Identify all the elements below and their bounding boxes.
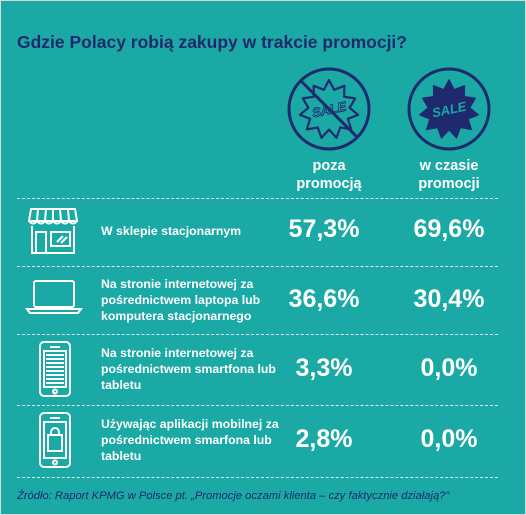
value-poza-promocja: 2,8%	[295, 425, 353, 453]
smartphone-icon	[39, 341, 71, 397]
value-poza-promocja: 57,3%	[288, 215, 360, 243]
row-label: Używając aplikacji mobilnej za pośrednic…	[101, 417, 279, 463]
row-label: Na stronie internetowej za pośrednictwem…	[101, 346, 276, 392]
page-title: Gdzie Polacy robią zakupy w trakcie prom…	[17, 32, 407, 52]
value-w-czasie-promocji: 30,4%	[413, 285, 485, 313]
column-header: w czasie promocji	[394, 157, 504, 193]
sale-badge-icon: SALE	[407, 67, 491, 151]
column-header: poza promocją	[274, 157, 384, 193]
separator-line	[17, 477, 498, 478]
row-label: Na stronie internetowej za pośrednictwem…	[101, 277, 261, 323]
value-poza-promocja: 36,6%	[288, 285, 360, 313]
laptop-icon	[25, 280, 83, 314]
column-header-line: promocją	[296, 176, 362, 192]
column-header-line: w czasie	[419, 158, 479, 174]
no-sale-badge-icon: SALE	[287, 67, 371, 151]
value-poza-promocja: 3,3%	[295, 354, 353, 382]
value-w-czasie-promocji: 0,0%	[420, 354, 478, 382]
separator-line	[17, 405, 498, 406]
source-note: Źródło: Raport KPMG w Polsce pt. „Promoc…	[17, 490, 450, 502]
row-label: W sklepie stacjonarnym	[101, 224, 242, 238]
separator-line	[17, 198, 498, 199]
column-header-line: promocji	[418, 176, 480, 192]
value-w-czasie-promocji: 69,6%	[413, 215, 485, 243]
value-w-czasie-promocji: 0,0%	[420, 425, 478, 453]
store-icon	[27, 208, 79, 254]
separator-line	[17, 266, 498, 267]
badge-text: SALE	[431, 98, 468, 120]
separator-line	[17, 334, 498, 335]
mobile-app-shopping-icon	[39, 412, 71, 468]
column-header-line: poza	[312, 158, 346, 174]
